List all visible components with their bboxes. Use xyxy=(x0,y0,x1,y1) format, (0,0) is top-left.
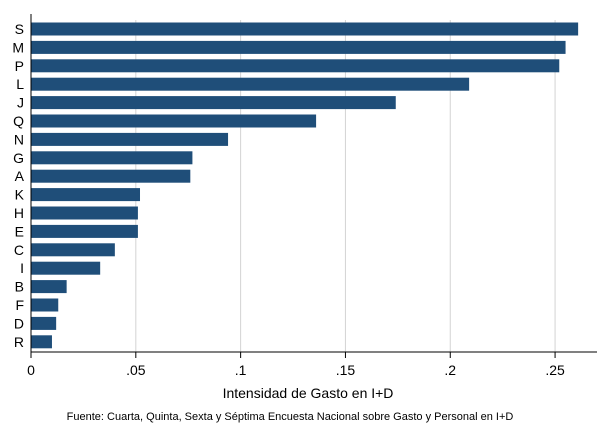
category-label-S: S xyxy=(15,21,24,37)
category-label-K: K xyxy=(15,187,25,203)
source-note: Fuente: Cuarta, Quinta, Sexta y Séptima … xyxy=(67,411,514,423)
bar-B xyxy=(31,280,67,294)
bar-L xyxy=(31,77,470,91)
bars xyxy=(31,22,579,349)
category-label-H: H xyxy=(14,205,24,221)
bar-C xyxy=(31,243,115,257)
bar-D xyxy=(31,316,57,330)
category-label-P: P xyxy=(15,58,24,74)
x-tick-label: .05 xyxy=(126,362,146,378)
bar-I xyxy=(31,261,101,275)
bar-F xyxy=(31,298,59,312)
x-tick-label: .2 xyxy=(444,362,456,378)
category-label-C: C xyxy=(14,242,24,258)
category-label-D: D xyxy=(14,315,24,331)
bar-K xyxy=(31,188,141,202)
category-label-G: G xyxy=(13,150,24,166)
bar-S xyxy=(31,22,579,36)
category-label-L: L xyxy=(16,76,24,92)
bar-J xyxy=(31,96,396,110)
x-tick-label: 0 xyxy=(27,362,35,378)
x-ticks: 0 .05 .1 .15 .2 .25 xyxy=(27,352,565,378)
category-label-J: J xyxy=(17,95,24,111)
bar-M xyxy=(31,40,566,54)
category-label-E: E xyxy=(15,223,24,239)
category-label-F: F xyxy=(15,297,24,313)
x-tick-label: .25 xyxy=(545,362,565,378)
bar-E xyxy=(31,224,138,238)
category-label-R: R xyxy=(14,334,24,350)
category-label-M: M xyxy=(12,39,24,55)
category-label-N: N xyxy=(14,131,24,147)
category-label-Q: Q xyxy=(13,113,24,129)
bar-Q xyxy=(31,114,317,128)
bar-N xyxy=(31,132,229,146)
category-label-I: I xyxy=(20,260,24,276)
bar-R xyxy=(31,335,52,349)
axes xyxy=(30,14,597,353)
category-label-B: B xyxy=(15,279,24,295)
bar-H xyxy=(31,206,138,220)
bar-P xyxy=(31,59,560,73)
gridlines xyxy=(135,20,556,352)
bar-G xyxy=(31,151,193,165)
category-label-A: A xyxy=(15,168,25,184)
x-tick-label: .15 xyxy=(336,362,356,378)
bar-A xyxy=(31,169,191,183)
x-axis-label: Intensidad de Gasto en I+D xyxy=(223,385,394,401)
x-tick-label: .1 xyxy=(235,362,247,378)
